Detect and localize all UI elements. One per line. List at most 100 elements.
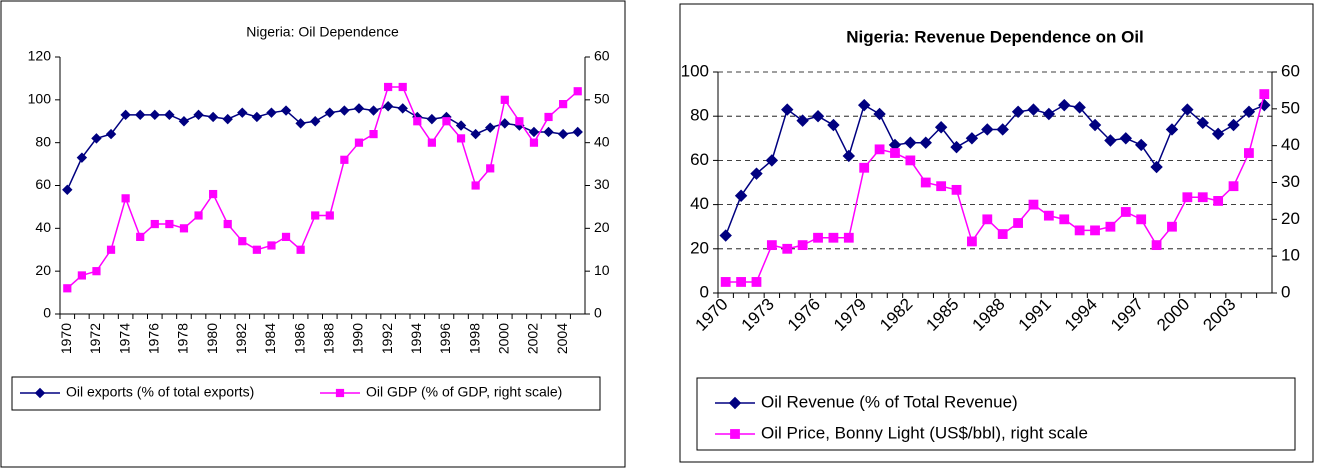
x-tick-label: 2002 xyxy=(525,323,541,354)
data-point xyxy=(529,138,539,147)
data-point xyxy=(1242,105,1256,118)
data-point xyxy=(1088,118,1102,132)
y2-tick-label: 10 xyxy=(1281,246,1300,265)
y-tick-label: 20 xyxy=(690,238,709,257)
data-point xyxy=(750,167,763,180)
legend-marker xyxy=(34,387,46,399)
legend-label: Oil exports (% of total exports) xyxy=(66,384,254,400)
data-point xyxy=(1213,196,1224,206)
data-point xyxy=(106,245,116,254)
data-point xyxy=(149,109,160,121)
data-point xyxy=(63,284,72,293)
data-point xyxy=(193,109,204,121)
data-point xyxy=(1043,210,1054,221)
data-point xyxy=(996,123,1009,136)
y2-tick-label: 60 xyxy=(594,48,610,64)
data-point xyxy=(766,240,777,251)
data-point xyxy=(1182,192,1193,203)
y-tick-label: 60 xyxy=(690,150,709,169)
data-point xyxy=(1059,214,1070,225)
data-point xyxy=(1151,240,1162,251)
data-point xyxy=(209,189,218,199)
data-point xyxy=(782,243,793,254)
data-point xyxy=(237,107,248,118)
data-point xyxy=(164,109,175,121)
y2-tick-label: 0 xyxy=(1281,282,1290,301)
x-tick-label: 2000 xyxy=(495,323,511,354)
data-point xyxy=(967,236,977,247)
data-point xyxy=(857,98,871,112)
data-point xyxy=(842,149,856,163)
y-tick-label: 100 xyxy=(681,61,709,80)
data-point xyxy=(1196,116,1209,130)
data-point xyxy=(843,232,854,243)
data-point xyxy=(120,109,131,121)
data-point xyxy=(340,155,349,164)
data-point xyxy=(905,155,916,166)
y2-tick-label: 10 xyxy=(594,262,610,278)
y2-tick-label: 30 xyxy=(1281,172,1300,191)
data-point xyxy=(1011,105,1025,118)
data-point xyxy=(150,219,159,229)
x-tick-label: 2004 xyxy=(554,323,570,354)
data-point xyxy=(1197,192,1208,203)
data-point xyxy=(238,237,247,246)
data-point xyxy=(62,184,73,195)
legend-marker xyxy=(728,396,742,410)
data-point xyxy=(222,113,233,125)
data-point xyxy=(311,211,320,220)
legend-label: Oil Price, Bonny Light (US$/bbl), right … xyxy=(761,423,1088,442)
data-point xyxy=(178,116,190,127)
data-point xyxy=(382,101,394,112)
data-point xyxy=(280,105,292,116)
data-point xyxy=(251,111,263,123)
data-point xyxy=(223,219,232,229)
data-point xyxy=(1150,160,1163,174)
data-point xyxy=(919,136,932,149)
x-tick-label: 1972 xyxy=(87,323,103,354)
data-point xyxy=(544,112,553,122)
x-tick-label: 1994 xyxy=(408,323,424,354)
x-tick-label: 1970 xyxy=(58,323,74,354)
data-point xyxy=(515,117,524,126)
y2-tick-label: 50 xyxy=(1281,98,1300,117)
x-tick-label: 1980 xyxy=(204,323,220,354)
data-point xyxy=(873,107,886,121)
data-point xyxy=(981,123,994,136)
data-point xyxy=(471,181,480,190)
y2-tick-label: 40 xyxy=(594,133,610,149)
x-tick-label: 1992 xyxy=(379,323,395,354)
legend-box xyxy=(696,377,1296,451)
data-point xyxy=(559,100,568,109)
data-point xyxy=(281,232,291,242)
data-point xyxy=(781,103,794,116)
data-point xyxy=(1090,225,1100,236)
legend-box xyxy=(11,376,601,411)
data-point xyxy=(874,144,885,155)
legend-label: Oil Revenue (% of Total Revenue) xyxy=(761,392,1018,411)
x-tick-label: 1978 xyxy=(175,323,191,354)
x-tick-label: 1990 xyxy=(350,323,366,354)
data-point xyxy=(1134,138,1148,152)
data-point xyxy=(796,114,809,127)
data-point xyxy=(543,126,554,138)
data-point xyxy=(384,82,393,92)
data-point xyxy=(827,118,840,132)
data-point xyxy=(455,120,467,131)
y2-tick-label: 40 xyxy=(1281,135,1300,154)
y-tick-label: 120 xyxy=(28,48,52,64)
data-point xyxy=(557,128,569,140)
data-point xyxy=(573,87,582,96)
data-point xyxy=(398,82,407,92)
y-tick-label: 0 xyxy=(700,282,709,301)
data-point xyxy=(499,118,510,129)
data-point xyxy=(252,245,261,254)
y-tick-label: 100 xyxy=(28,91,52,107)
data-point xyxy=(295,118,306,129)
data-point xyxy=(859,162,870,173)
data-point xyxy=(1228,181,1239,192)
data-point xyxy=(528,126,540,138)
data-point xyxy=(734,189,748,202)
data-point xyxy=(1119,132,1133,145)
x-tick-label: 1974 xyxy=(116,323,132,354)
